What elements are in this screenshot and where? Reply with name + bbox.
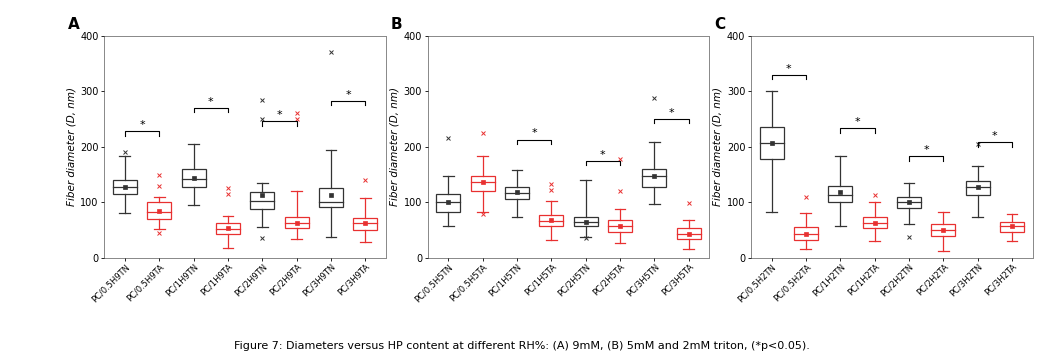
FancyBboxPatch shape — [1000, 222, 1024, 232]
FancyBboxPatch shape — [470, 176, 494, 191]
FancyBboxPatch shape — [608, 220, 632, 232]
FancyBboxPatch shape — [897, 197, 921, 208]
FancyBboxPatch shape — [216, 223, 240, 234]
FancyBboxPatch shape — [828, 185, 852, 202]
FancyBboxPatch shape — [863, 217, 887, 228]
FancyBboxPatch shape — [181, 169, 205, 187]
Text: *: * — [345, 90, 350, 100]
Text: Figure 7: Diameters versus HP content at different RH%: (A) 9mM, (B) 5mM and 2mM: Figure 7: Diameters versus HP content at… — [234, 341, 809, 351]
FancyBboxPatch shape — [642, 169, 666, 187]
Text: B: B — [391, 17, 403, 32]
FancyBboxPatch shape — [505, 187, 529, 199]
Text: A: A — [68, 17, 79, 32]
Text: *: * — [854, 117, 860, 127]
FancyBboxPatch shape — [250, 192, 274, 209]
Y-axis label: Fiber diameter (D, nm): Fiber diameter (D, nm) — [389, 87, 399, 206]
Text: *: * — [208, 97, 214, 107]
FancyBboxPatch shape — [319, 188, 343, 207]
Text: *: * — [531, 129, 537, 139]
Text: *: * — [923, 145, 929, 155]
FancyBboxPatch shape — [436, 194, 460, 212]
Text: *: * — [786, 63, 792, 73]
FancyBboxPatch shape — [354, 218, 378, 230]
Text: *: * — [992, 131, 997, 141]
FancyBboxPatch shape — [539, 215, 563, 226]
FancyBboxPatch shape — [147, 202, 171, 219]
Text: C: C — [714, 17, 726, 32]
Y-axis label: Fiber diameter (D, nm): Fiber diameter (D, nm) — [712, 87, 723, 206]
Text: *: * — [669, 108, 674, 118]
FancyBboxPatch shape — [794, 227, 818, 240]
FancyBboxPatch shape — [759, 127, 783, 159]
FancyBboxPatch shape — [113, 180, 137, 194]
FancyBboxPatch shape — [677, 228, 701, 240]
FancyBboxPatch shape — [285, 217, 309, 228]
Text: *: * — [140, 120, 145, 130]
Text: *: * — [276, 110, 283, 120]
FancyBboxPatch shape — [574, 217, 598, 226]
FancyBboxPatch shape — [966, 181, 990, 195]
Y-axis label: Fiber diameter (D, nm): Fiber diameter (D, nm) — [66, 87, 76, 206]
FancyBboxPatch shape — [931, 224, 955, 236]
Text: *: * — [600, 150, 606, 160]
